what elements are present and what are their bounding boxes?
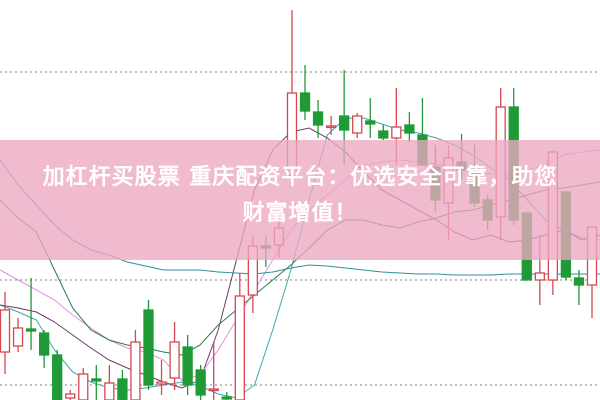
- candle-body: [169, 341, 180, 379]
- candle: [352, 113, 363, 138]
- candle-body: [104, 382, 115, 400]
- candle-body: [234, 295, 245, 400]
- candle: [156, 360, 167, 395]
- candle-body: [352, 115, 363, 134]
- candle-body: [404, 124, 415, 134]
- candle-body: [299, 92, 311, 112]
- candle-body: [156, 381, 167, 385]
- candle-body: [12, 327, 24, 347]
- candle: [25, 278, 37, 350]
- candle: [143, 300, 154, 390]
- candle-body: [221, 396, 232, 400]
- candle: [221, 392, 232, 400]
- candle: [130, 330, 141, 400]
- candle: [38, 330, 50, 368]
- candle: [104, 365, 115, 400]
- candle: [65, 390, 76, 400]
- candle-body: [130, 341, 141, 400]
- candle-body: [78, 373, 89, 400]
- candle: [325, 116, 337, 135]
- candle-body: [143, 309, 154, 386]
- candle: [208, 342, 219, 400]
- candle: [91, 365, 102, 400]
- candle-body: [182, 346, 193, 386]
- candle-body: [195, 369, 206, 396]
- candle: [182, 335, 193, 395]
- candle: [12, 318, 24, 352]
- candle-body: [534, 272, 545, 281]
- candle: [169, 322, 180, 390]
- candle: [234, 273, 245, 400]
- candle-body: [312, 111, 324, 126]
- candle: [404, 112, 415, 142]
- candle: [78, 368, 89, 400]
- candle: [0, 292, 11, 374]
- candle-body: [365, 120, 376, 125]
- candle-body: [573, 277, 585, 286]
- candle-body: [38, 332, 50, 356]
- candle: [573, 270, 585, 305]
- banner-title-line2: 财富增值！: [242, 201, 358, 226]
- candle-body: [65, 393, 76, 399]
- candle: [299, 65, 311, 120]
- candle-body: [339, 115, 350, 131]
- candle-body: [91, 378, 102, 382]
- candle-body: [378, 130, 389, 139]
- candle: [195, 365, 206, 400]
- candle-body: [391, 126, 402, 139]
- candle-body: [52, 354, 63, 400]
- candle-body: [25, 328, 37, 332]
- candle: [117, 370, 128, 400]
- candle: [312, 100, 324, 138]
- title-banner: [0, 140, 600, 260]
- banner-title-line1: 加杠杆买股票 重庆配资平台：优选安全可靠，助您: [42, 165, 558, 190]
- candle: [365, 98, 376, 138]
- candle-body: [208, 388, 219, 392]
- candle-body: [117, 378, 128, 400]
- candle: [378, 125, 389, 140]
- candle-body: [0, 309, 11, 353]
- banner-title: 加杠杆买股票 重庆配资平台：优选安全可靠，助您 财富增值！: [0, 160, 600, 232]
- candle: [52, 350, 63, 400]
- candle-body: [325, 125, 337, 129]
